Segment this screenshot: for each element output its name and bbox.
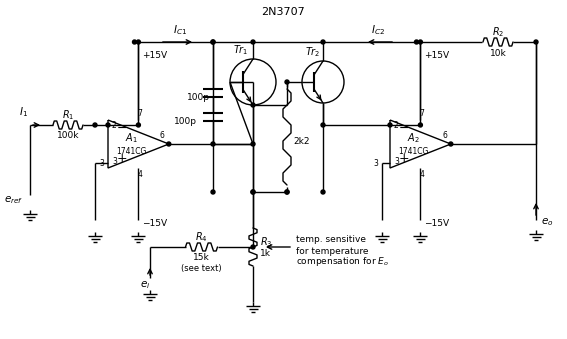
Circle shape	[251, 103, 255, 107]
Text: −15V: −15V	[142, 219, 167, 227]
Circle shape	[106, 123, 110, 127]
Text: −15V: −15V	[425, 219, 450, 227]
Circle shape	[251, 40, 255, 44]
Circle shape	[285, 190, 289, 194]
Text: −: −	[399, 121, 409, 135]
Text: +: +	[117, 152, 128, 164]
Text: 2: 2	[112, 121, 117, 131]
Text: compensation for $E_o$: compensation for $E_o$	[296, 256, 389, 268]
Text: $R_3$: $R_3$	[260, 235, 273, 249]
Text: $e_o$: $e_o$	[541, 216, 553, 228]
Circle shape	[285, 190, 289, 194]
Text: 100p: 100p	[174, 118, 197, 126]
Text: $A_2$: $A_2$	[407, 131, 420, 145]
Text: +: +	[399, 152, 409, 164]
Text: 7: 7	[419, 109, 424, 118]
Circle shape	[418, 40, 422, 44]
Text: 3: 3	[112, 157, 117, 165]
Text: 4: 4	[419, 170, 424, 179]
Circle shape	[388, 123, 392, 127]
Text: 1741CG: 1741CG	[398, 146, 428, 156]
Text: $I_{C1}$: $I_{C1}$	[173, 23, 187, 37]
Circle shape	[321, 40, 325, 44]
Text: 100k: 100k	[57, 132, 79, 140]
Circle shape	[211, 40, 215, 44]
Text: −: −	[117, 121, 127, 135]
Circle shape	[285, 80, 289, 84]
Text: $R_2$: $R_2$	[492, 25, 504, 39]
Text: $I_{C2}$: $I_{C2}$	[371, 23, 385, 37]
Circle shape	[251, 190, 255, 194]
Text: 4: 4	[137, 170, 142, 179]
Circle shape	[211, 190, 215, 194]
Text: $Tr_2$: $Tr_2$	[305, 45, 321, 59]
Text: 2N3707: 2N3707	[261, 7, 305, 17]
Text: 3: 3	[99, 159, 104, 167]
Circle shape	[167, 142, 171, 146]
Text: 6: 6	[160, 132, 165, 140]
Text: +15V: +15V	[142, 52, 167, 60]
Text: $R_1$: $R_1$	[62, 108, 74, 122]
Text: $Tr_1$: $Tr_1$	[233, 43, 249, 57]
Text: temp. sensitive: temp. sensitive	[296, 236, 366, 244]
Text: $e_i$: $e_i$	[140, 279, 150, 291]
Circle shape	[534, 40, 538, 44]
Circle shape	[93, 123, 97, 127]
Text: 15k: 15k	[193, 253, 210, 261]
Text: $I_1$: $I_1$	[19, 105, 28, 119]
Text: 1741CG: 1741CG	[116, 146, 146, 156]
Circle shape	[414, 40, 418, 44]
Text: $e_{ref}$: $e_{ref}$	[5, 194, 24, 206]
Text: 100p: 100p	[187, 94, 210, 102]
Text: for temperature: for temperature	[296, 246, 369, 256]
Text: 7: 7	[137, 109, 142, 118]
Circle shape	[211, 142, 215, 146]
Text: 3: 3	[394, 157, 399, 165]
Circle shape	[321, 123, 325, 127]
Text: +15V: +15V	[425, 52, 450, 60]
Text: 2: 2	[394, 121, 399, 131]
Text: 10k: 10k	[490, 48, 506, 58]
Circle shape	[418, 123, 422, 127]
Circle shape	[133, 40, 137, 44]
Circle shape	[137, 40, 141, 44]
Text: 2k2: 2k2	[293, 138, 310, 146]
Circle shape	[251, 245, 255, 249]
Text: 1k: 1k	[260, 250, 271, 259]
Circle shape	[251, 190, 255, 194]
Circle shape	[137, 123, 141, 127]
Circle shape	[211, 40, 215, 44]
Text: 6: 6	[443, 132, 448, 140]
Text: $R_4$: $R_4$	[195, 230, 208, 244]
Circle shape	[321, 190, 325, 194]
Text: (see text): (see text)	[181, 263, 222, 273]
Circle shape	[449, 142, 453, 146]
Circle shape	[251, 142, 255, 146]
Text: $A_1$: $A_1$	[125, 131, 138, 145]
Text: 3: 3	[373, 159, 378, 167]
